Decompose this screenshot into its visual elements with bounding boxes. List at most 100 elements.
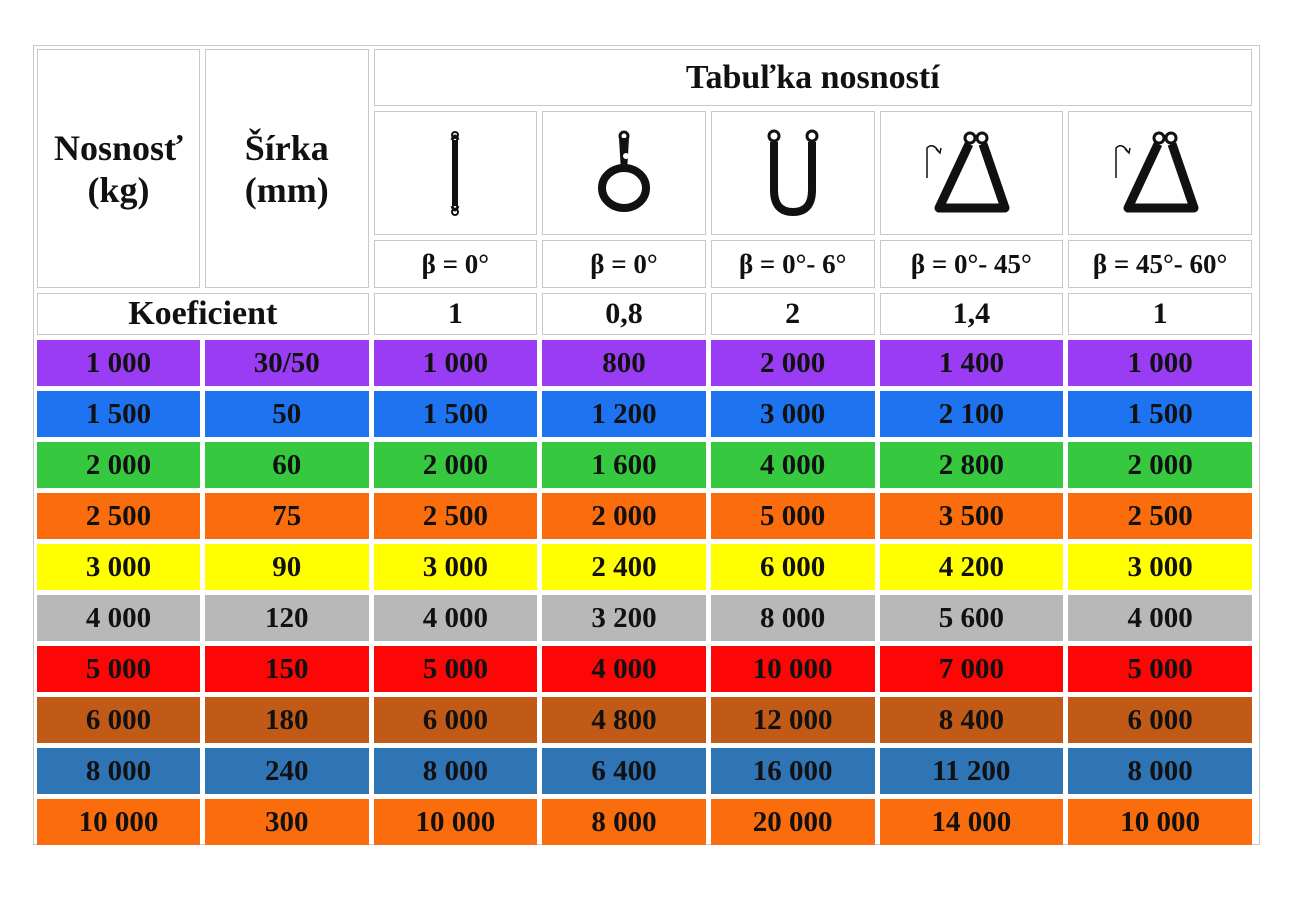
coefficient-cell: 1	[373, 293, 538, 335]
load-value-cell: 6 000	[1068, 697, 1252, 743]
load-value-cell: 20 000	[710, 799, 875, 845]
load-value-cell: 2 400	[542, 544, 706, 590]
load-value-cell: 2 000	[373, 442, 538, 488]
config-icon-cell	[542, 111, 706, 235]
coefficient-cell: 2	[710, 293, 875, 335]
load-value-cell: 16 000	[710, 748, 875, 794]
width-cell: 120	[204, 595, 369, 641]
width-cell: 50	[204, 391, 369, 437]
table-row: 5 000 150 5 000 4 000 10 000 7 000 5 000	[37, 646, 1252, 692]
load-value-cell: 4 000	[710, 442, 875, 488]
config-icon-cell	[710, 111, 875, 235]
load-value-cell: 2 000	[1068, 442, 1252, 488]
table-row: 3 000 90 3 000 2 400 6 000 4 200 3 000	[37, 544, 1252, 590]
load-value-cell: 3 200	[542, 595, 706, 641]
load-value-cell: 3 000	[710, 391, 875, 437]
load-value-cell: 8 000	[373, 748, 538, 794]
load-value-cell: 1 000	[1068, 340, 1252, 386]
icon-row	[37, 111, 1252, 235]
coefficient-cell: 1,4	[879, 293, 1064, 335]
capacity-cell: 5 000	[37, 646, 200, 692]
angled-basket-icon	[926, 131, 1010, 213]
width-cell: 300	[204, 799, 369, 845]
load-value-cell: 3 000	[373, 544, 538, 590]
load-value-cell: 6 000	[710, 544, 875, 590]
capacity-cell: 4 000	[37, 595, 200, 641]
load-value-cell: 1 200	[542, 391, 706, 437]
capacity-cell: 10 000	[37, 799, 200, 845]
load-value-cell: 10 000	[1068, 799, 1252, 845]
beta-angle-cell: β = 0°	[373, 240, 538, 288]
load-value-cell: 4 000	[1068, 595, 1252, 641]
load-value-cell: 2 000	[710, 340, 875, 386]
load-value-cell: 2 800	[879, 442, 1064, 488]
load-value-cell: 5 600	[879, 595, 1064, 641]
width-cell: 180	[204, 697, 369, 743]
load-value-cell: 6 400	[542, 748, 706, 794]
load-value-cell: 5 000	[1068, 646, 1252, 692]
coefficient-cell: 1	[1068, 293, 1252, 335]
load-value-cell: 1 500	[373, 391, 538, 437]
width-cell: 150	[204, 646, 369, 692]
load-value-cell: 4 200	[879, 544, 1064, 590]
width-cell: 30/50	[204, 340, 369, 386]
capacity-cell: 1 500	[37, 391, 200, 437]
table-row: 6 000 180 6 000 4 800 12 000 8 400 6 000	[37, 697, 1252, 743]
load-value-cell: 800	[542, 340, 706, 386]
load-value-cell: 2 500	[1068, 493, 1252, 539]
table-row: 2 000 60 2 000 1 600 4 000 2 800 2 000	[37, 442, 1252, 488]
load-value-cell: 14 000	[879, 799, 1064, 845]
coefficient-label: Koeficient	[37, 293, 369, 335]
load-value-cell: 1 000	[373, 340, 538, 386]
width-header-text: Šírka (mm)	[244, 127, 329, 210]
beta-angle-cell: β = 0°	[542, 240, 706, 288]
load-value-cell: 1 500	[1068, 391, 1252, 437]
capacity-rows: 1 000 30/50 1 000 800 2 000 1 400 1 000 1 500 50…	[37, 340, 1252, 845]
table-row: 8 000 240 8 000 6 400 16 000 11 200 8 000	[37, 748, 1252, 794]
load-value-cell: 2 500	[373, 493, 538, 539]
width-cell: 75	[204, 493, 369, 539]
beta-angle-cell: β = 0°- 45°	[879, 240, 1064, 288]
capacity-cell: 2 000	[37, 442, 200, 488]
load-capacity-table-frame: Nosnosť (kg) Šírka (mm) Tabuľka nosností	[33, 45, 1260, 845]
load-value-cell: 1 600	[542, 442, 706, 488]
capacity-column-header: Nosnosť (kg)	[37, 49, 200, 288]
load-value-cell: 12 000	[710, 697, 875, 743]
load-value-cell: 3 500	[879, 493, 1064, 539]
load-value-cell: 4 800	[542, 697, 706, 743]
load-value-cell: 1 400	[879, 340, 1064, 386]
capacity-cell: 8 000	[37, 748, 200, 794]
load-value-cell: 10 000	[373, 799, 538, 845]
config-icon-cell	[879, 111, 1064, 235]
table-title: Tabuľka nosností	[373, 49, 1252, 106]
load-value-cell: 7 000	[879, 646, 1064, 692]
beta-angle-cell: β = 45°- 60°	[1068, 240, 1252, 288]
capacity-header-text: Nosnosť (kg)	[54, 127, 183, 210]
load-value-cell: 2 100	[879, 391, 1064, 437]
capacity-cell: 6 000	[37, 697, 200, 743]
beta-angle-cell: β = 0°- 6°	[710, 240, 875, 288]
load-value-cell: 4 000	[542, 646, 706, 692]
choke-hitch-icon	[598, 130, 650, 212]
load-value-cell: 5 000	[373, 646, 538, 692]
load-value-cell: 3 000	[1068, 544, 1252, 590]
table-row: 10 000 300 10 000 8 000 20 000 14 000 10 000	[37, 799, 1252, 845]
capacity-cell: 2 500	[37, 493, 200, 539]
load-value-cell: 8 400	[879, 697, 1064, 743]
coefficient-cell: 0,8	[542, 293, 706, 335]
config-icon-cell	[1068, 111, 1252, 235]
table-row: 1 500 50 1 500 1 200 3 000 2 100 1 500	[37, 391, 1252, 437]
load-capacity-table: Nosnosť (kg) Šírka (mm) Tabuľka nosností	[32, 44, 1257, 850]
table-row: 1 000 30/50 1 000 800 2 000 1 400 1 000	[37, 340, 1252, 386]
width-cell: 90	[204, 544, 369, 590]
config-icon-cell	[373, 111, 538, 235]
load-value-cell: 11 200	[879, 748, 1064, 794]
width-cell: 240	[204, 748, 369, 794]
load-value-cell: 6 000	[373, 697, 538, 743]
straight-sling-icon	[450, 131, 460, 216]
capacity-cell: 3 000	[37, 544, 200, 590]
load-value-cell: 5 000	[710, 493, 875, 539]
basket-hitch-icon	[767, 129, 819, 217]
load-value-cell: 10 000	[710, 646, 875, 692]
width-cell: 60	[204, 442, 369, 488]
